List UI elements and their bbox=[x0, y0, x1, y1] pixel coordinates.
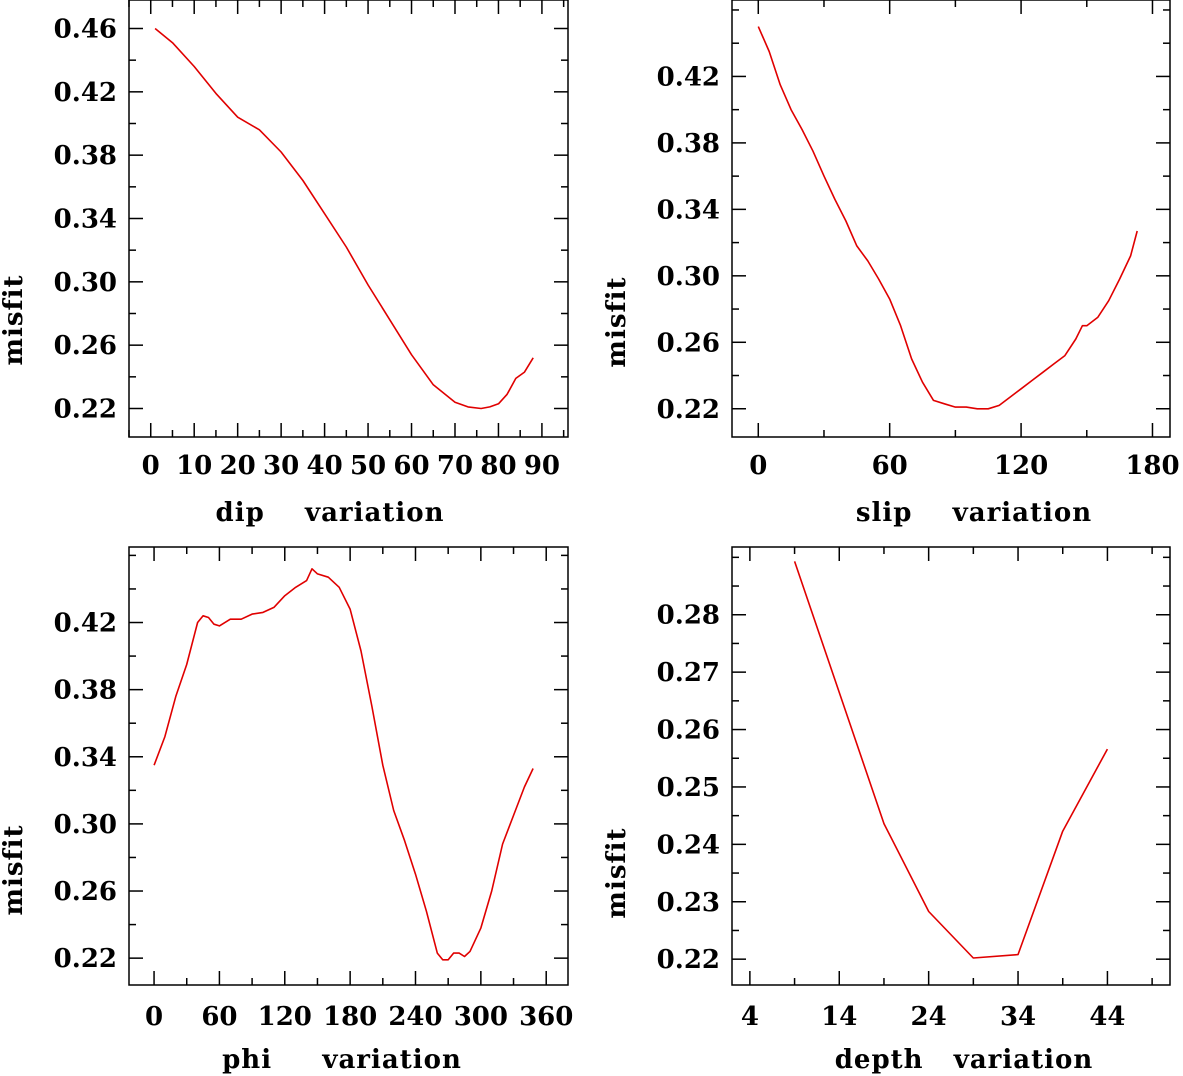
y-tick-label: 0.38 bbox=[657, 129, 720, 159]
y-tick-label: 0.30 bbox=[54, 268, 117, 298]
y-tick-label: 0.42 bbox=[54, 609, 117, 639]
x-tick-label: 20 bbox=[220, 451, 256, 481]
y-tick-label: 0.38 bbox=[54, 141, 117, 171]
y-tick-label: 0.30 bbox=[54, 810, 117, 840]
x-tick-label: 10 bbox=[176, 451, 212, 481]
y-tick-label: 0.27 bbox=[657, 658, 720, 688]
x-tick-label: 0 bbox=[142, 451, 160, 481]
y-tick-label: 0.22 bbox=[54, 395, 117, 425]
plot-frame bbox=[731, 0, 1171, 438]
y-axis-title: misfit bbox=[602, 276, 632, 367]
x-tick-label: 70 bbox=[437, 451, 473, 481]
y-axis-title: misfit bbox=[0, 274, 29, 365]
y-tick-label: 0.22 bbox=[657, 945, 720, 975]
x-axis-title: slip variation bbox=[856, 498, 1092, 528]
series-line-slip bbox=[757, 26, 1138, 410]
series-line-depth bbox=[793, 561, 1109, 959]
x-tick-label: 0 bbox=[749, 451, 767, 481]
y-tick-label: 0.28 bbox=[657, 601, 720, 631]
x-axis-title: phi variation bbox=[222, 1045, 462, 1075]
x-tick-label: 0 bbox=[145, 1002, 163, 1032]
y-tick-label: 0.26 bbox=[54, 877, 117, 907]
x-tick-label: 4 bbox=[741, 1002, 759, 1032]
x-tick-label: 14 bbox=[821, 1002, 857, 1032]
panel-dip: 0 10 20 30 40 50 60 70 80 90 0.22 0.26 0.30 0.34 0.38 0… bbox=[0, 0, 569, 528]
plot-frame bbox=[128, 546, 569, 986]
x-tick-label: 120 bbox=[258, 1002, 312, 1032]
y-tick-label: 0.34 bbox=[657, 195, 720, 225]
series-line-phi bbox=[153, 567, 534, 961]
x-tick-label: 60 bbox=[872, 451, 908, 481]
y-tick-label: 0.24 bbox=[657, 830, 720, 860]
x-tick-label: 30 bbox=[263, 451, 299, 481]
x-tick-label: 360 bbox=[519, 1002, 573, 1032]
x-tick-label: 34 bbox=[1000, 1002, 1036, 1032]
x-tick-label: 300 bbox=[454, 1002, 508, 1032]
x-tick-label: 90 bbox=[524, 451, 560, 481]
panel-slip: 0 60 120 180 0.22 0.26 0.30 0.34 0.38 0.42 slip va… bbox=[602, 0, 1180, 528]
x-tick-label: 60 bbox=[393, 451, 429, 481]
y-tick-label: 0.26 bbox=[657, 716, 720, 746]
x-tick-label: 240 bbox=[388, 1002, 442, 1032]
y-tick-label: 0.34 bbox=[54, 743, 117, 773]
x-tick-label: 120 bbox=[994, 451, 1048, 481]
x-tick-label: 60 bbox=[201, 1002, 237, 1032]
y-tick-label: 0.46 bbox=[54, 15, 117, 45]
x-tick-label: 44 bbox=[1089, 1002, 1125, 1032]
y-tick-label: 0.22 bbox=[54, 944, 117, 974]
x-tick-label: 180 bbox=[323, 1002, 377, 1032]
y-tick-label: 0.25 bbox=[657, 773, 720, 803]
y-tick-label: 0.22 bbox=[657, 395, 720, 425]
y-tick-label: 0.26 bbox=[54, 331, 117, 361]
x-tick-label: 80 bbox=[480, 451, 516, 481]
x-axis-title: dip variation bbox=[216, 498, 445, 528]
plot-frame bbox=[731, 546, 1171, 986]
x-axis-title: depth variation bbox=[835, 1045, 1093, 1075]
series-line-dip bbox=[154, 27, 534, 410]
y-tick-label: 0.26 bbox=[657, 328, 720, 358]
x-tick-label: 24 bbox=[911, 1002, 947, 1032]
y-tick-label: 0.23 bbox=[657, 888, 720, 918]
x-tick-label: 40 bbox=[307, 451, 343, 481]
panel-depth: 4 14 24 34 44 0.22 0.23 0.24 0.25 0.26 0.27 0.28 dep… bbox=[602, 546, 1171, 1075]
x-tick-label: 50 bbox=[350, 451, 386, 481]
panel-phi: 0 60 120 180 240 300 360 0.22 0.26 0.30 0.34 0.38 0.… bbox=[0, 546, 573, 1075]
y-axis-title: misfit bbox=[0, 824, 29, 915]
plot-frame bbox=[128, 0, 569, 438]
x-tick-label: 180 bbox=[1125, 451, 1179, 481]
y-tick-label: 0.38 bbox=[54, 676, 117, 706]
y-tick-label: 0.30 bbox=[657, 262, 720, 292]
y-axis-title: misfit bbox=[602, 827, 632, 918]
y-tick-label: 0.34 bbox=[54, 205, 117, 235]
y-tick-label: 0.42 bbox=[657, 62, 720, 92]
y-tick-label: 0.42 bbox=[54, 78, 117, 108]
